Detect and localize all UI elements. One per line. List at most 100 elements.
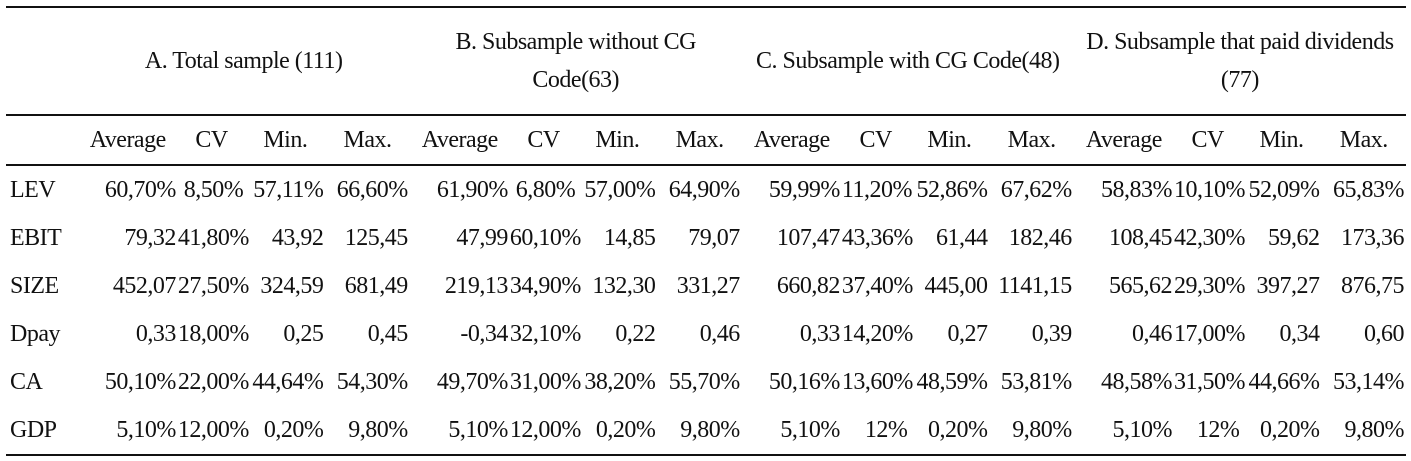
table-cell: 14,85 <box>603 224 656 251</box>
table-cell: 12% <box>1196 416 1240 443</box>
table-cell: 14,20% <box>841 320 914 347</box>
table-cell: 681,49 <box>344 272 409 299</box>
table-cell: 52,09% <box>1248 176 1321 203</box>
table-cell: 18,00% <box>177 320 250 347</box>
table-cell: 108,45 <box>1108 224 1173 251</box>
table-cell: 64,90% <box>668 176 741 203</box>
table-cell: 61,44 <box>935 224 988 251</box>
table-cell: 47,99 <box>456 224 508 251</box>
table-cell: 79,32 <box>124 224 176 251</box>
table-cell: 57,11% <box>253 176 324 203</box>
table-row: CA 50,10% 22,00% 44,64% 54,30% 49,70% 31,00% 38… <box>6 358 1406 406</box>
table-cell: 10,10% <box>1173 176 1246 203</box>
table-cell: 6,80% <box>515 176 576 203</box>
column-header: Min. <box>263 126 308 153</box>
table-cell: 65,83% <box>1333 176 1404 203</box>
table-cell: 49,70% <box>436 368 509 395</box>
table-cell: 445,00 <box>924 272 988 299</box>
table-cell: 55,70% <box>668 368 741 395</box>
column-header: Average <box>753 126 831 153</box>
table-cell: 48,58% <box>1100 368 1173 395</box>
table-cell: 43,92 <box>271 224 324 251</box>
table-cell: 53,81% <box>1000 368 1073 395</box>
table-row: LEV 60,70% 8,50% 57,11% 66,60% 61,90% 6,80% 57,… <box>6 165 1406 214</box>
table-cell: 31,50% <box>1173 368 1246 395</box>
table-cell: 876,75 <box>1341 272 1404 299</box>
column-header: Average <box>1085 126 1163 153</box>
table-cell: 50,16% <box>768 368 841 395</box>
table-cell: 34,90% <box>509 272 582 299</box>
column-header: Max. <box>675 126 725 153</box>
table-cell: -0,34 <box>460 320 508 347</box>
table-cell: 22,00% <box>177 368 250 395</box>
table-cell: 29,30% <box>1173 272 1246 299</box>
table-cell: 219,13 <box>444 272 509 299</box>
table-cell: 565,62 <box>1108 272 1173 299</box>
column-header: CV <box>195 126 228 153</box>
table-cell: 11,20% <box>841 176 913 203</box>
table-body: LEV 60,70% 8,50% 57,11% 66,60% 61,90% 6,80% 57,… <box>6 165 1406 455</box>
table-cell: 0,46 <box>699 320 741 347</box>
table-cell: 42,30% <box>1173 224 1246 251</box>
table-cell: 0,33 <box>799 320 841 347</box>
row-label: CA <box>10 368 43 395</box>
group-header: C. Subsample with CG Code(48) <box>756 48 1060 74</box>
table-cell: 9,80% <box>1012 416 1072 443</box>
column-header: Average <box>89 126 167 153</box>
table-cell: 0,39 <box>1031 320 1073 347</box>
table-cell: 397,27 <box>1256 272 1321 299</box>
table-cell: 9,80% <box>680 416 740 443</box>
table-cell: 12% <box>864 416 908 443</box>
column-header: Max. <box>1007 126 1057 153</box>
table-cell: 660,82 <box>776 272 841 299</box>
group-header: D. Subsample that paid dividends (77) <box>1086 29 1394 93</box>
table-cell: 324,59 <box>260 272 324 299</box>
table-cell: 0,25 <box>283 320 324 347</box>
table-cell: 0,20% <box>927 416 988 443</box>
table-cell: 12,00% <box>177 416 250 443</box>
table-cell: 43,36% <box>841 224 914 251</box>
table-cell: 37,40% <box>841 272 914 299</box>
table-cell: 1141,15 <box>998 272 1072 299</box>
column-header: Max. <box>1339 126 1388 153</box>
table-cell: 173,36 <box>1341 224 1404 251</box>
corner-cell <box>6 115 78 165</box>
column-header: Average <box>421 126 499 153</box>
corner-cell <box>6 7 78 115</box>
table-cell: 12,00% <box>509 416 582 443</box>
row-label: Dpay <box>10 320 60 347</box>
table-cell: 67,62% <box>1000 176 1073 203</box>
table-cell: 17,00% <box>1173 320 1246 347</box>
table-cell: 0,60 <box>1364 320 1404 347</box>
table-cell: 125,45 <box>344 224 409 251</box>
table-cell: 182,46 <box>1008 224 1073 251</box>
column-header-row: Average CV Min. Max. Average CV Min. Max… <box>6 115 1406 165</box>
row-label: SIZE <box>10 272 59 299</box>
column-header: CV <box>1191 126 1224 153</box>
table-cell: 79,07 <box>688 224 740 251</box>
table-cell: 59,99% <box>768 176 841 203</box>
row-label: EBIT <box>10 224 62 251</box>
table-row: EBIT 79,32 41,80% 43,92 125,45 47,99 60,10% 14,… <box>6 214 1406 262</box>
table-row: SIZE 452,07 27,50% 324,59 681,49 219,13 34,90%… <box>6 262 1406 310</box>
table-cell: 5,10% <box>448 416 508 443</box>
column-header: Min. <box>1259 126 1304 153</box>
table-cell: 31,00% <box>509 368 582 395</box>
table-cell: 9,80% <box>1344 416 1405 443</box>
table-cell: 48,59% <box>916 368 988 395</box>
table-cell: 60,70% <box>104 176 177 203</box>
table-cell: 27,50% <box>177 272 250 299</box>
table-cell: 38,20% <box>584 368 656 395</box>
table-cell: 5,10% <box>1112 416 1172 443</box>
table-cell: 44,66% <box>1248 368 1321 395</box>
table-cell: 0,22 <box>615 320 656 347</box>
table-cell: 32,10% <box>509 320 582 347</box>
table-cell: 0,20% <box>595 416 656 443</box>
descriptive-statistics-table: A. Total sample (111) B. Subsample witho… <box>6 6 1406 456</box>
table-cell: 58,83% <box>1100 176 1173 203</box>
table-cell: 331,27 <box>676 272 741 299</box>
table-cell: 50,10% <box>104 368 177 395</box>
table-cell: 44,64% <box>252 368 324 395</box>
table-cell: 57,00% <box>584 176 656 203</box>
table-row: Dpay 0,33 18,00% 0,25 0,45 -0,34 32,10% 0,22 0,4… <box>6 310 1406 358</box>
